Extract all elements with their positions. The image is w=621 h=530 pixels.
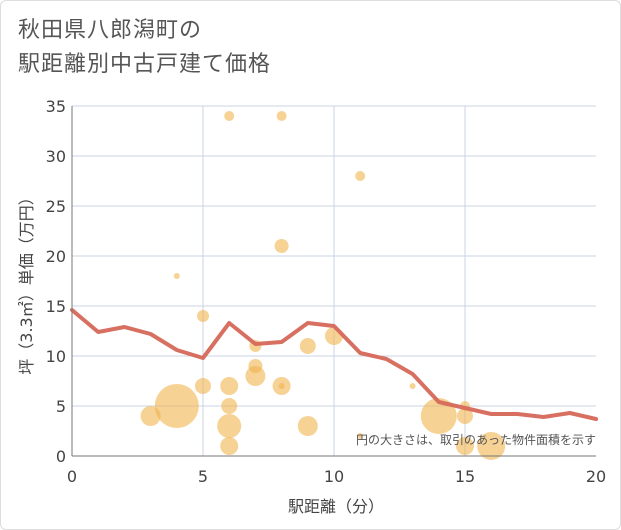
chart-title-line-1: 秋田県八郎潟町の bbox=[18, 18, 203, 43]
x-tick-label-0: 0 bbox=[67, 467, 77, 486]
bubble-21 bbox=[355, 171, 366, 181]
bubble-17 bbox=[297, 416, 318, 436]
bubble-8 bbox=[220, 377, 239, 395]
y-tick-label-15: 15 bbox=[46, 297, 66, 316]
x-tick-label-10: 10 bbox=[324, 467, 344, 486]
axes bbox=[71, 106, 596, 457]
y-tick-label-10: 10 bbox=[46, 347, 66, 366]
trend-line bbox=[70, 308, 598, 421]
bubble-6 bbox=[217, 414, 242, 438]
bubble-10 bbox=[245, 366, 266, 386]
bubble-23 bbox=[420, 398, 457, 434]
bubble-5 bbox=[220, 437, 239, 455]
bubble-size-note: 円の大きさは、取引のあった物件面積を示す bbox=[356, 432, 596, 447]
y-tick-label-35: 35 bbox=[46, 97, 66, 116]
trend-line-group bbox=[70, 308, 598, 421]
chart-title: 秋田県八郎潟町の 駅距離別中古戸建て価格 bbox=[18, 14, 271, 82]
y-tick-label-0: 0 bbox=[56, 447, 66, 466]
grid-lines bbox=[72, 105, 596, 456]
chart-title-line-2: 駅距離別中古戸建て価格 bbox=[18, 52, 272, 77]
bubble-3 bbox=[195, 378, 211, 394]
y-tick-label-30: 30 bbox=[46, 147, 66, 166]
bubble-7 bbox=[221, 398, 238, 414]
bubble-9 bbox=[224, 111, 235, 121]
tick-labels: 0 5 10 15 20 0 5 10 15 20 25 30 35 bbox=[46, 97, 607, 486]
y-axis-label: 坪（3.3㎡）単価（万円） bbox=[17, 189, 36, 374]
bubble-1 bbox=[154, 384, 199, 428]
x-tick-label-5: 5 bbox=[198, 467, 208, 486]
bubble-4 bbox=[197, 310, 209, 322]
bubble-16 bbox=[276, 111, 287, 121]
bubble-15 bbox=[274, 239, 289, 253]
bubble-24 bbox=[456, 437, 474, 455]
bubble-18 bbox=[299, 338, 316, 354]
bubble-11 bbox=[248, 359, 263, 373]
bubble-25 bbox=[457, 408, 473, 424]
bubble-20 bbox=[357, 433, 364, 439]
x-tick-label-15: 15 bbox=[455, 467, 475, 486]
x-tick-label-20: 20 bbox=[586, 467, 606, 486]
bubbles bbox=[140, 111, 506, 460]
bubble-22 bbox=[409, 383, 416, 389]
bubble-27 bbox=[477, 432, 506, 460]
bubble-2 bbox=[173, 273, 180, 279]
y-tick-label-25: 25 bbox=[46, 197, 66, 216]
x-axis-label: 駅距離（分） bbox=[288, 497, 384, 516]
bubble-14 bbox=[278, 383, 285, 389]
y-tick-label-5: 5 bbox=[56, 397, 66, 416]
y-tick-label-20: 20 bbox=[46, 247, 66, 266]
